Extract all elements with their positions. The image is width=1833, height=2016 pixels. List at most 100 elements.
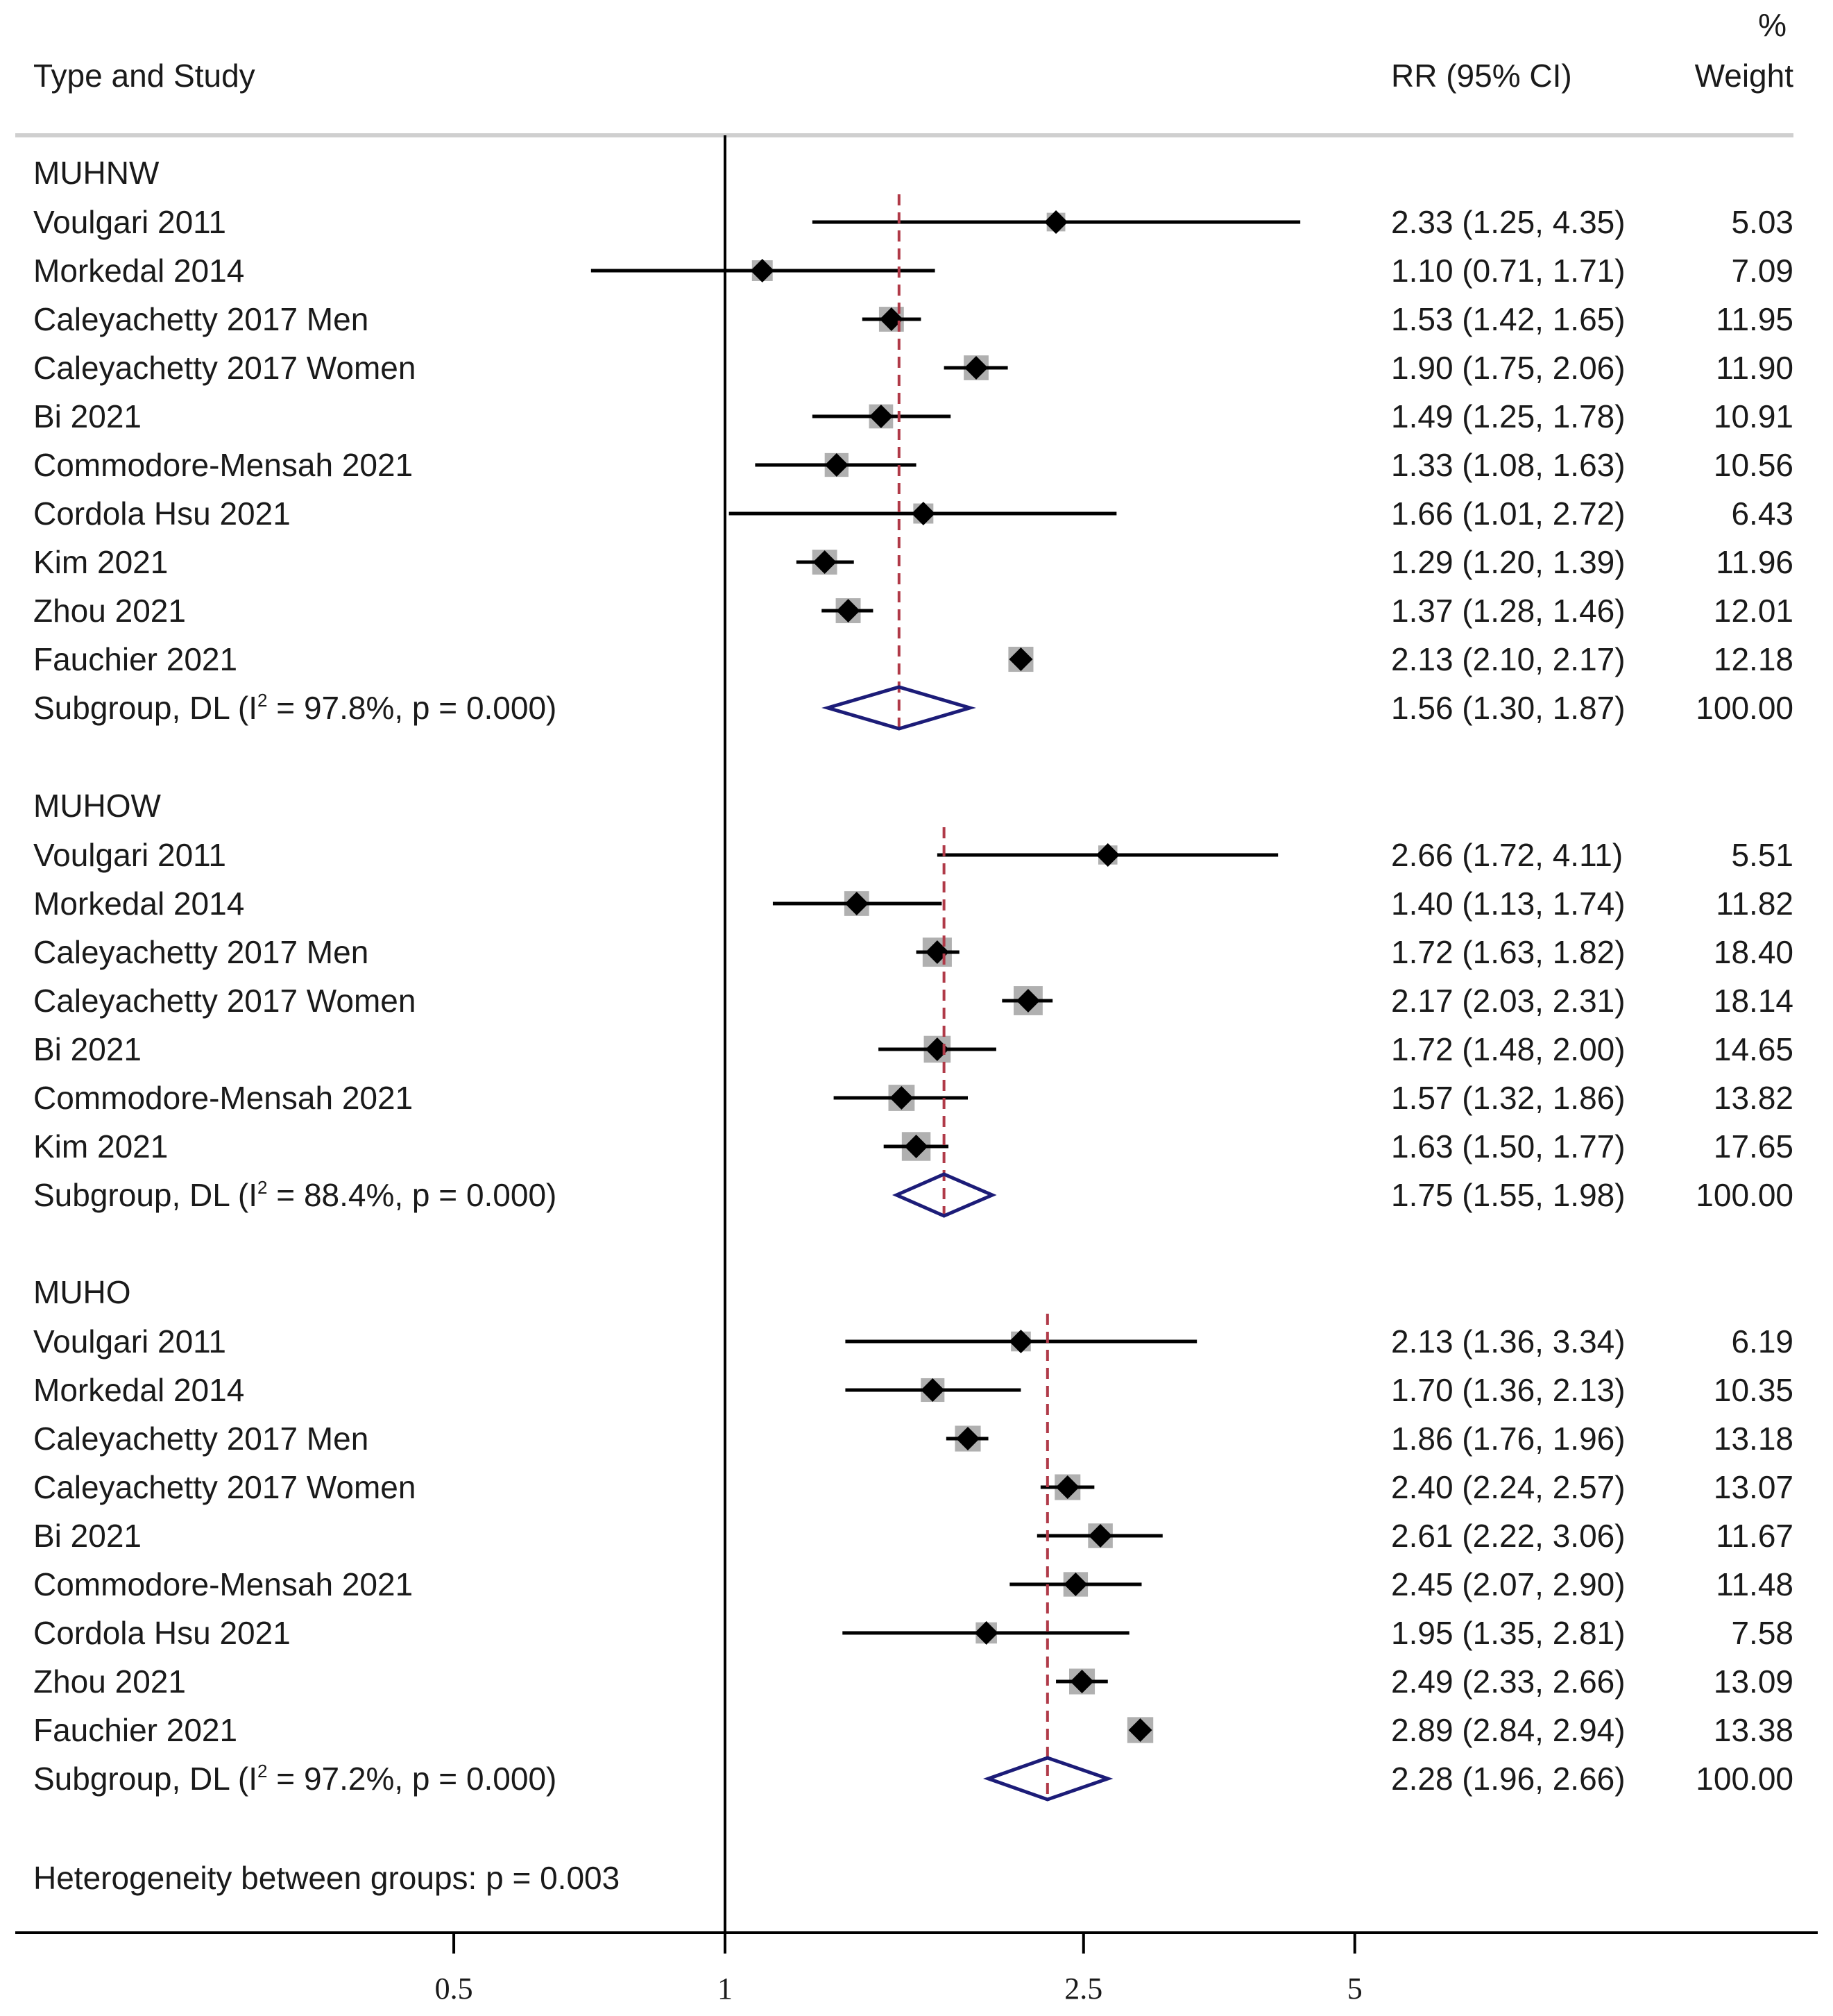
study-weight: 5.51	[1731, 837, 1793, 873]
study-label: Caleyachetty 2017 Men	[33, 934, 368, 970]
study-rr-text: 1.90 (1.75, 2.06)	[1391, 350, 1626, 386]
point-estimate	[1070, 1670, 1094, 1693]
point-estimate	[1009, 1330, 1033, 1353]
study-rr-text: 2.17 (2.03, 2.31)	[1391, 983, 1626, 1019]
study-label: Bi 2021	[33, 398, 142, 434]
point-estimate	[844, 892, 869, 915]
subgroup-diamond	[892, 1172, 997, 1218]
study-label: Morkedal 2014	[33, 1372, 244, 1408]
point-estimate	[974, 1621, 998, 1645]
study-rr-text: 2.13 (2.10, 2.17)	[1391, 641, 1626, 677]
study-rr-text: 2.89 (2.84, 2.94)	[1391, 1712, 1626, 1748]
study-label: Fauchier 2021	[33, 1712, 237, 1748]
study-rr-text: 2.49 (2.33, 2.66)	[1391, 1663, 1626, 1700]
subgroup-label: Subgroup, DL (I2 = 88.4%, p = 0.000)	[33, 1177, 556, 1213]
subgroup-weight: 100.00	[1696, 690, 1793, 726]
study-weight: 13.38	[1714, 1712, 1793, 1748]
study-rr-text: 1.95 (1.35, 2.81)	[1391, 1615, 1626, 1651]
study-label: Caleyachetty 2017 Women	[33, 983, 416, 1019]
study-rr-text: 1.66 (1.01, 2.72)	[1391, 495, 1626, 532]
study-label: Morkedal 2014	[33, 253, 244, 289]
study-weight: 11.82	[1716, 886, 1793, 922]
point-estimate	[1016, 989, 1040, 1013]
study-label: Caleyachetty 2017 Men	[33, 1421, 368, 1457]
point-estimate	[1044, 210, 1068, 234]
study-weight: 10.56	[1714, 447, 1793, 483]
point-estimate	[879, 307, 903, 331]
study-rr-text: 1.70 (1.36, 2.13)	[1391, 1372, 1626, 1408]
study-weight: 11.48	[1716, 1566, 1793, 1602]
point-estimate	[1055, 1475, 1080, 1499]
study-label: Cordola Hsu 2021	[33, 495, 291, 532]
study-label: Fauchier 2021	[33, 641, 237, 677]
study-weight: 13.09	[1714, 1663, 1793, 1700]
study-label: Zhou 2021	[33, 1663, 186, 1700]
group-title: MUHO	[33, 1274, 131, 1310]
subgroup-rr-text: 2.28 (1.96, 2.66)	[1391, 1761, 1626, 1797]
header-weight: Weight	[1695, 58, 1794, 94]
subgroup-rr-text: 1.56 (1.30, 1.87)	[1391, 690, 1626, 726]
study-weight: 11.96	[1716, 544, 1793, 580]
study-weight: 14.65	[1714, 1031, 1793, 1067]
header-study: Type and Study	[33, 58, 255, 94]
study-label: Morkedal 2014	[33, 886, 244, 922]
study-rr-text: 1.63 (1.50, 1.77)	[1391, 1128, 1626, 1164]
point-estimate	[1095, 843, 1120, 867]
point-estimate	[836, 599, 860, 622]
study-rr-text: 1.72 (1.63, 1.82)	[1391, 934, 1626, 970]
x-tick-label: 2.5	[1064, 1972, 1102, 2006]
study-rr-text: 2.61 (2.22, 3.06)	[1391, 1518, 1626, 1554]
study-weight: 11.95	[1716, 301, 1793, 337]
study-label: Voulgari 2011	[33, 837, 226, 873]
header-rr: RR (95% CI)	[1391, 58, 1572, 94]
subgroup-diamond	[983, 1756, 1114, 1802]
study-rr-text: 1.86 (1.76, 1.96)	[1391, 1421, 1626, 1457]
forest-rows: MUHNW Voulgari 2011 2.33 (1.25, 4.35) 5.03 M…	[33, 155, 1793, 1802]
study-weight: 7.58	[1731, 1615, 1793, 1651]
point-estimate	[921, 1378, 945, 1402]
study-weight: 13.82	[1714, 1080, 1793, 1116]
heterogeneity-footer: Heterogeneity between groups: p = 0.003	[33, 1860, 620, 1896]
group-title: MUHOW	[33, 788, 162, 824]
study-label: Commodore-Mensah 2021	[33, 1080, 413, 1116]
point-estimate	[824, 453, 849, 477]
study-label: Bi 2021	[33, 1031, 142, 1067]
study-rr-text: 2.40 (2.24, 2.57)	[1391, 1469, 1626, 1505]
x-tick-label: 0.5	[435, 1972, 473, 2006]
subgroup-rr-text: 1.75 (1.55, 1.98)	[1391, 1177, 1626, 1213]
point-estimate	[889, 1086, 914, 1110]
study-label: Caleyachetty 2017 Women	[33, 1469, 416, 1505]
study-label: Kim 2021	[33, 1128, 168, 1164]
subgroup-diamond	[821, 685, 976, 731]
study-rr-text: 1.57 (1.32, 1.86)	[1391, 1080, 1626, 1116]
study-label: Voulgari 2011	[33, 204, 226, 240]
study-weight: 17.65	[1714, 1128, 1793, 1164]
study-weight: 7.09	[1731, 253, 1793, 289]
point-estimate	[1064, 1573, 1088, 1596]
study-label: Caleyachetty 2017 Women	[33, 350, 416, 386]
header-weight-pct: %	[1758, 7, 1787, 43]
study-weight: 13.18	[1714, 1421, 1793, 1457]
study-rr-text: 2.13 (1.36, 3.34)	[1391, 1323, 1626, 1359]
point-estimate	[750, 259, 774, 282]
x-tick-label: 5	[1347, 1972, 1363, 2006]
point-estimate	[911, 502, 935, 525]
point-estimate	[904, 1135, 928, 1158]
x-tick-label: 1	[717, 1972, 733, 2006]
point-estimate	[812, 550, 837, 574]
study-label: Commodore-Mensah 2021	[33, 447, 413, 483]
study-weight: 12.01	[1714, 593, 1793, 629]
study-rr-text: 1.53 (1.42, 1.65)	[1391, 301, 1626, 337]
x-axis: 0.5 1 2.5 5	[15, 135, 1818, 2006]
study-weight: 11.67	[1716, 1518, 1793, 1554]
study-weight: 6.43	[1731, 495, 1793, 532]
study-weight: 18.14	[1714, 983, 1793, 1019]
subgroup-label: Subgroup, DL (I2 = 97.8%, p = 0.000)	[33, 690, 556, 726]
study-weight: 6.19	[1731, 1323, 1793, 1359]
study-rr-text: 1.29 (1.20, 1.39)	[1391, 544, 1626, 580]
study-rr-text: 2.45 (2.07, 2.90)	[1391, 1566, 1626, 1602]
study-rr-text: 1.33 (1.08, 1.63)	[1391, 447, 1626, 483]
point-estimate	[956, 1427, 980, 1450]
point-estimate	[925, 1037, 949, 1061]
